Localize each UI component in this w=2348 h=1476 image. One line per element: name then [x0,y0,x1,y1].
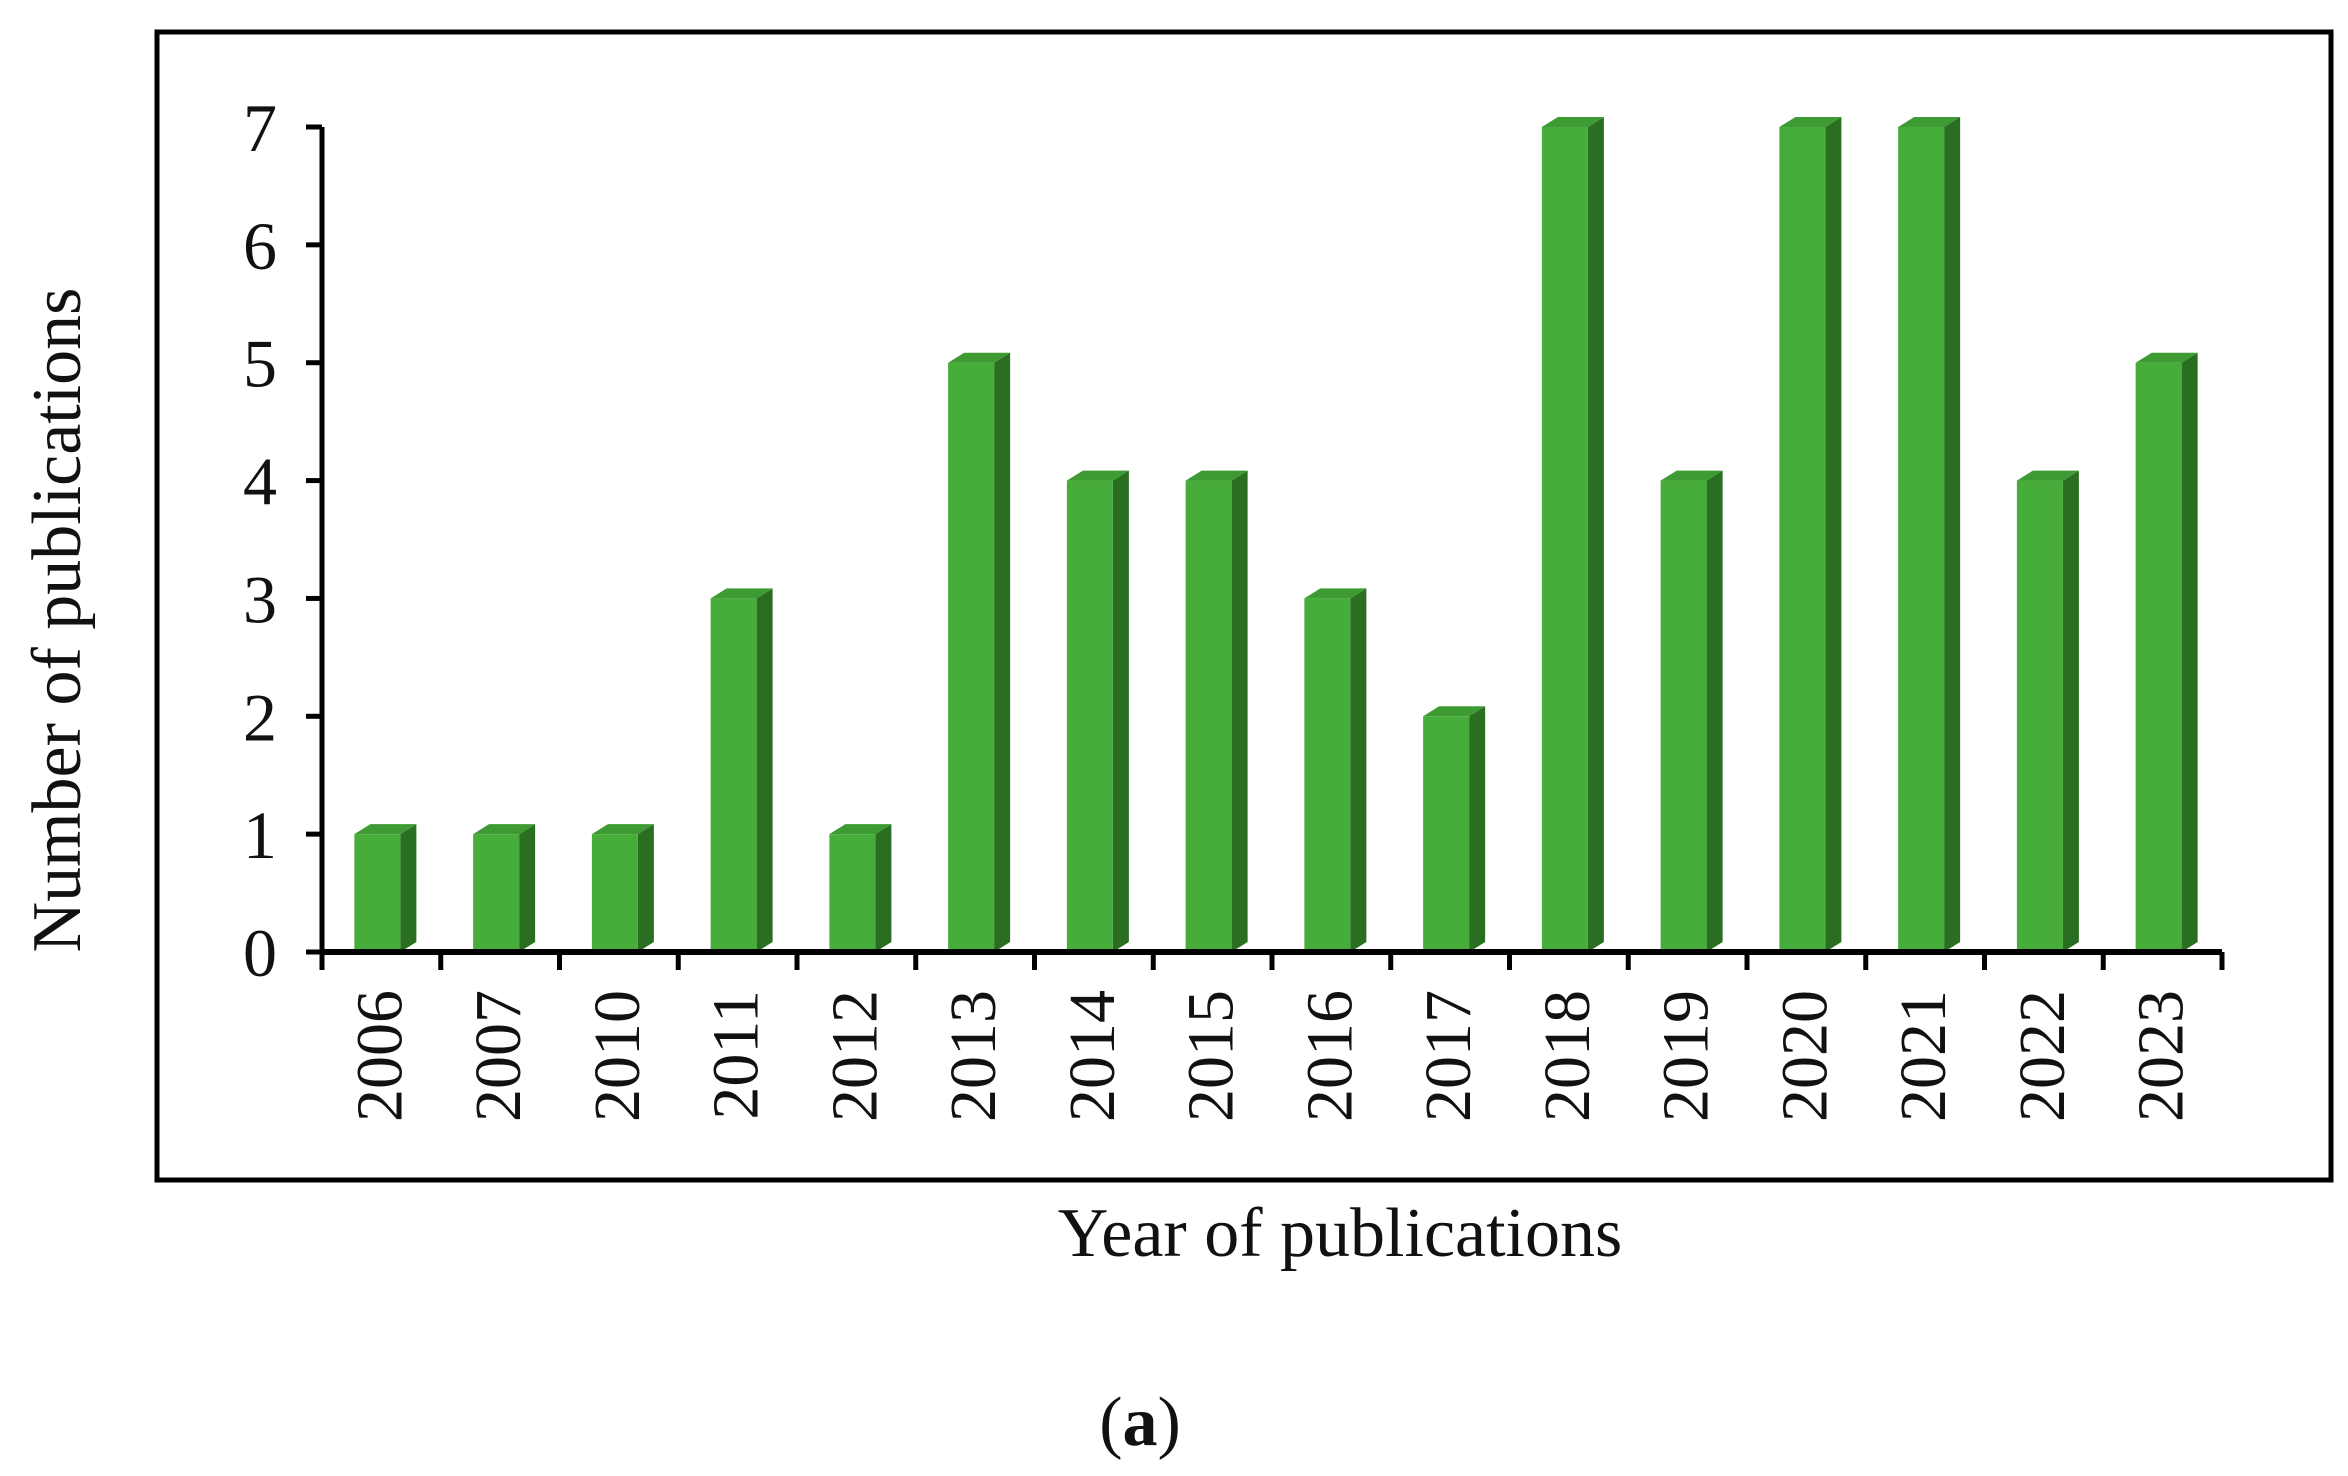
bar-side-face [400,824,417,952]
bar-front-face [829,834,876,952]
chart-frame [154,29,2334,1183]
bar-front-face [591,834,638,952]
bar-front-face [948,362,995,952]
bar-top-face [1541,117,1604,127]
bar-2023 [2135,352,2198,952]
bar-2015 [1185,470,1248,952]
x-tick-label: 2011 [700,990,773,1120]
x-tick-label: 2015 [1175,990,1248,1122]
bar-top-face [1185,470,1248,481]
bar-front-face [1779,127,1826,952]
bar-top-face [2135,352,2198,363]
bar-top-face [354,824,417,835]
x-tick-label: 2017 [1412,990,1485,1122]
y-tick-label: 4 [243,444,277,520]
panel-caption: (a) [1099,1384,1181,1461]
x-tick-label: 2007 [462,990,535,1122]
x-tick-label: 2013 [937,990,1010,1122]
bar-top-face [710,588,773,599]
bar-2017 [1423,706,1486,952]
y-tick-label: 5 [243,326,277,402]
x-tick-label: 2006 [343,990,416,1122]
x-tick-label: 2021 [1887,990,1960,1122]
x-axis-title: Year of publications [1058,1195,1622,1272]
bar-front-face [2135,362,2182,952]
bar-front-face [710,598,757,952]
bar-2021 [1898,117,1961,952]
bar-side-face [875,824,892,952]
bar-front-face [1541,127,1588,952]
bar-side-face [994,352,1011,952]
bar-side-face [1944,117,1961,952]
bar-2018 [1541,117,1604,952]
bar-side-face [1587,117,1604,952]
bar-2010 [591,824,654,952]
bar-front-face [1066,480,1113,952]
bar-front-face [1660,480,1707,952]
x-tick-label: 2023 [2125,990,2198,1122]
bar-side-face [1231,470,1248,952]
bar-side-face [2181,352,2198,952]
x-tick-label: 2018 [1531,990,1604,1122]
x-tick-label: 2016 [1293,990,1366,1122]
bar-top-face [1898,117,1961,127]
bar-2012 [829,824,892,952]
x-tick-label: 2022 [2006,990,2079,1122]
bar-front-face [1898,127,1945,952]
bar-2007 [473,824,536,952]
bar-front-face [1423,716,1470,952]
bar-top-face [2016,470,2079,481]
y-ticks-group: 0 1 2 3 4 5 6 7 [243,90,322,991]
bar-top-face [1304,588,1367,599]
x-ticks-group: 2006 2007 2010 2011 2012 2013 2014 2015 2016 2017… [319,952,2225,1122]
bars-group [354,117,2198,952]
bar-2006 [354,824,417,952]
caption-close: ) [1158,1384,1181,1461]
bar-top-face [948,352,1011,363]
bar-front-face [473,834,520,952]
bar-top-face [1423,706,1486,717]
bar-top-face [473,824,536,835]
y-tick-label: 2 [243,679,277,755]
bar-2020 [1779,117,1842,952]
bar-2019 [1660,470,1723,952]
bar-side-face [756,588,773,952]
bar-side-face [1469,706,1486,952]
bar-2022 [2016,470,2079,952]
bar-2016 [1304,588,1367,952]
y-tick-label: 3 [243,561,277,637]
x-tick-label: 2014 [1056,990,1129,1122]
caption-letter: a [1123,1384,1158,1461]
bar-side-face [1112,470,1129,952]
bar-front-face [2016,480,2063,952]
bar-top-face [591,824,654,835]
x-tick-label: 2012 [818,990,891,1122]
bar-top-face [1066,470,1129,481]
bar-side-face [637,824,654,952]
y-tick-label: 1 [243,797,277,873]
caption-open: ( [1099,1384,1122,1461]
bar-front-face [354,834,401,952]
y-tick-label: 7 [243,90,277,166]
bar-2014 [1066,470,1129,952]
bar-side-face [1350,588,1367,952]
bar-top-face [1660,470,1723,481]
x-tick-label: 2019 [1650,990,1723,1122]
bar-2011 [710,588,773,952]
bar-top-face [1779,117,1842,127]
y-tick-label: 6 [243,208,277,284]
y-tick-label: 0 [243,915,277,991]
bar-front-face [1304,598,1351,952]
x-tick-label: 2010 [581,990,654,1122]
x-tick-label: 2020 [1768,990,1841,1122]
bar-side-face [1825,117,1842,952]
y-axis-title: Number of publications [19,288,96,953]
bar-side-face [2062,470,2079,952]
bar-front-face [1185,480,1232,952]
bar-side-face [1706,470,1723,952]
bar-top-face [829,824,892,835]
bar-2013 [948,352,1011,952]
bar-side-face [519,824,536,952]
